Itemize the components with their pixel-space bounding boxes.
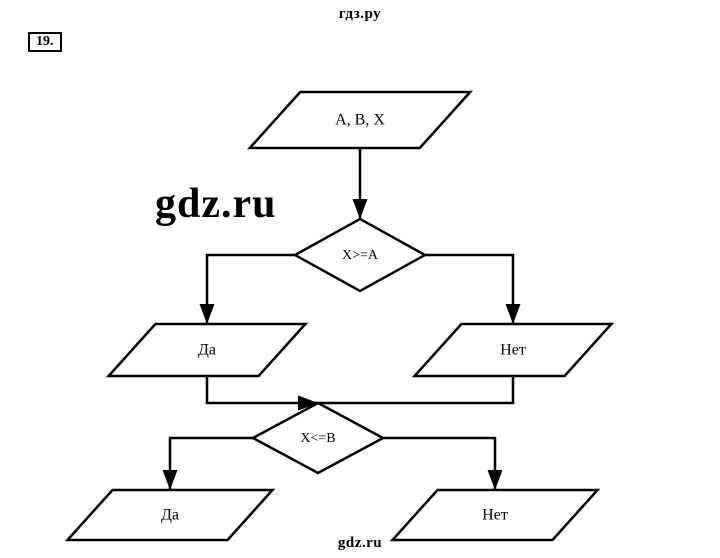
- flowchart-svg: A, B, X X>=A Да Нет X<=B Да Нет: [0, 0, 720, 558]
- edge-cond2-no2: [383, 438, 495, 490]
- node-label-yes1: Да: [198, 342, 216, 359]
- node-label-cond2: X<=B: [300, 431, 335, 446]
- edge-cond1-yes1: [207, 255, 295, 324]
- page-footer: gdz.ru: [0, 535, 720, 552]
- edge-cond1-no1: [425, 255, 513, 324]
- node-label-input: A, B, X: [335, 112, 385, 129]
- edge-yes1-cond2: [207, 376, 318, 403]
- edge-cond2-yes2: [170, 438, 253, 490]
- node-label-cond1: X>=A: [342, 248, 379, 263]
- node-label-no1: Нет: [500, 342, 526, 359]
- node-label-yes2: Да: [161, 507, 179, 524]
- edge-no1-cond2: [318, 376, 513, 403]
- node-label-no2: Нет: [482, 507, 508, 524]
